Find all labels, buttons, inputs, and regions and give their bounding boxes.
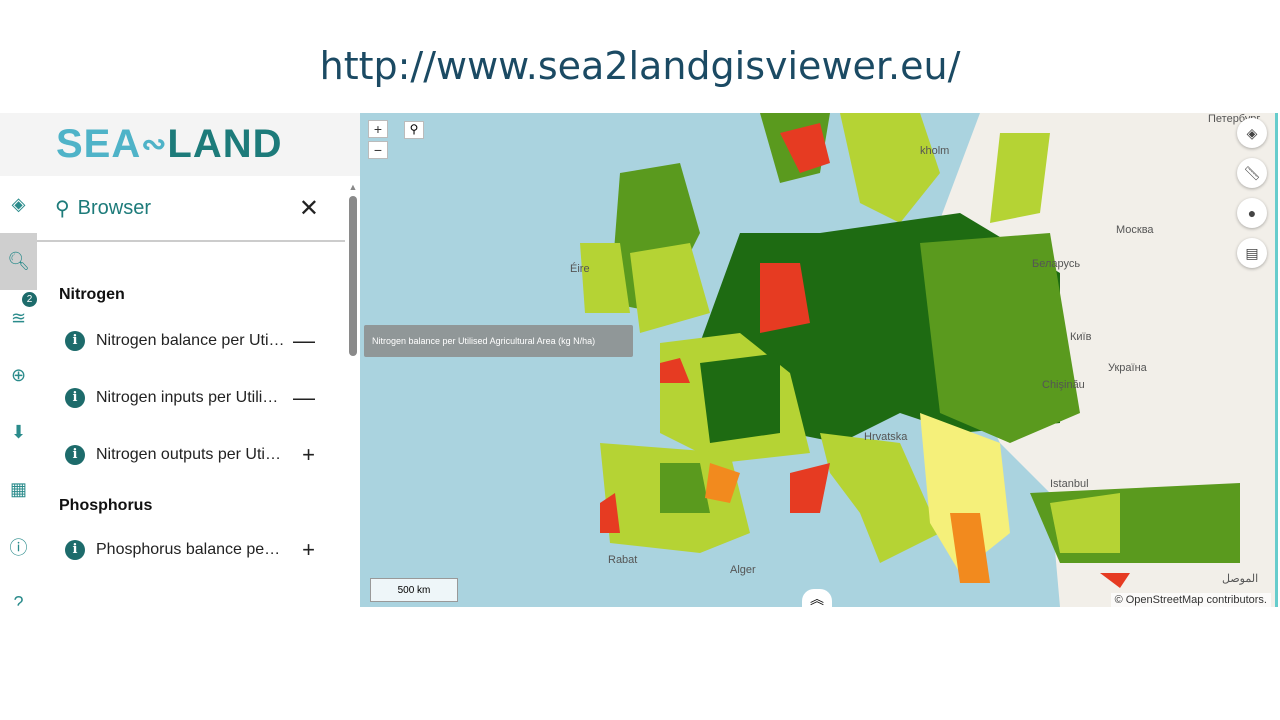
map-label: Chişinău <box>1042 379 1085 391</box>
gis-viewer: SEA ∾ LAND ◈ 🔍︎ ≊ 2 ⊕ ⬇ ▦ ⓘ ? ⚲ Browser ✕ Nit… <box>0 113 1280 607</box>
remove-layer-button[interactable]: — <box>293 327 315 353</box>
table-icon[interactable]: ▦ <box>9 479 27 499</box>
map-label: Беларусь <box>1032 258 1081 270</box>
group-nitrogen: Nitrogen <box>59 286 125 303</box>
group-phosphorus: Phosphorus <box>59 497 153 514</box>
help-icon[interactable]: ? <box>13 593 24 607</box>
map[interactable]: Петербург kholm Москва Беларусь Київ Укр… <box>360 113 1278 607</box>
slide-title-url: http://www.sea2landgisviewer.eu/ <box>319 44 961 88</box>
panel-title: Browser <box>77 196 152 219</box>
info-icon[interactable]: ⓘ <box>9 537 28 558</box>
legend-icon[interactable]: ≊ 2 <box>0 290 37 347</box>
map-label: الموصل <box>1222 573 1259 585</box>
zoom-search-icon[interactable]: ⊕ <box>10 365 27 385</box>
info-icon[interactable]: i <box>65 539 85 560</box>
map-label: Rabat <box>608 554 638 566</box>
nav-rail: ◈ 🔍︎ ≊ 2 ⊕ ⬇ ▦ ⓘ ? <box>0 176 37 607</box>
measure-ruler-icon[interactable]: 📏︎ <box>1237 158 1267 188</box>
list-item[interactable]: i Nitrogen inputs per Utili… — <box>37 369 345 426</box>
zoom-in-button[interactable]: + <box>368 120 388 138</box>
info-icon[interactable]: i <box>65 444 85 465</box>
map-label: Istanbul <box>1050 478 1089 490</box>
zoom-box-icon[interactable]: ⚲ <box>404 121 424 139</box>
map-label: kholm <box>920 145 950 157</box>
attribution[interactable]: © OpenStreetMap contributors. <box>1110 593 1271 607</box>
list-item[interactable]: i Phosphorus balance pe… + <box>37 521 345 578</box>
add-layer-button[interactable]: + <box>302 536 315 562</box>
layers-icon[interactable]: ◈ <box>11 194 26 214</box>
sidebar: SEA ∾ LAND ◈ 🔍︎ ≊ 2 ⊕ ⬇ ▦ ⓘ ? ⚲ Browser ✕ Nit… <box>0 113 360 607</box>
remove-layer-button[interactable]: — <box>293 384 315 410</box>
map-label: Hrvatska <box>864 431 908 443</box>
download-icon[interactable]: ⬇ <box>10 422 27 442</box>
basemap-layers-icon[interactable]: ◈ <box>1237 118 1267 148</box>
search-icon[interactable]: 🔍︎ <box>0 233 37 290</box>
list-item[interactable]: i Nitrogen outputs per Uti… + <box>37 426 345 483</box>
add-layer-button[interactable]: + <box>302 441 315 467</box>
print-icon[interactable]: ▤ <box>1237 238 1267 268</box>
scrollbar[interactable]: ▲ <box>346 176 360 607</box>
logo: SEA ∾ LAND <box>0 113 360 176</box>
map-label: Москва <box>1116 224 1154 236</box>
zoom-out-button[interactable]: − <box>368 141 388 159</box>
layer-count-badge: 2 <box>22 292 37 307</box>
info-icon[interactable]: i <box>65 330 85 351</box>
search-icon: ⚲ <box>55 197 70 220</box>
map-label: Alger <box>730 564 756 576</box>
choropleth-map <box>580 113 1275 607</box>
map-label: Київ <box>1070 331 1092 343</box>
info-icon[interactable]: i <box>65 387 85 408</box>
scale-bar: 500 km <box>370 578 458 602</box>
list-item[interactable]: i Nitrogen balance per Uti… — <box>37 312 345 369</box>
chevron-up-icon[interactable]: ︽ <box>802 589 832 607</box>
browser-panel: ⚲ Browser ✕ Nitrogen i Nitrogen balance per… <box>37 176 345 607</box>
map-label: Éire <box>570 263 590 275</box>
location-pin-icon[interactable]: ● <box>1237 198 1267 228</box>
map-label: Україна <box>1108 362 1147 374</box>
tooltip: Nitrogen balance per Utilised Agricultur… <box>364 325 633 357</box>
close-icon[interactable]: ✕ <box>298 194 319 222</box>
